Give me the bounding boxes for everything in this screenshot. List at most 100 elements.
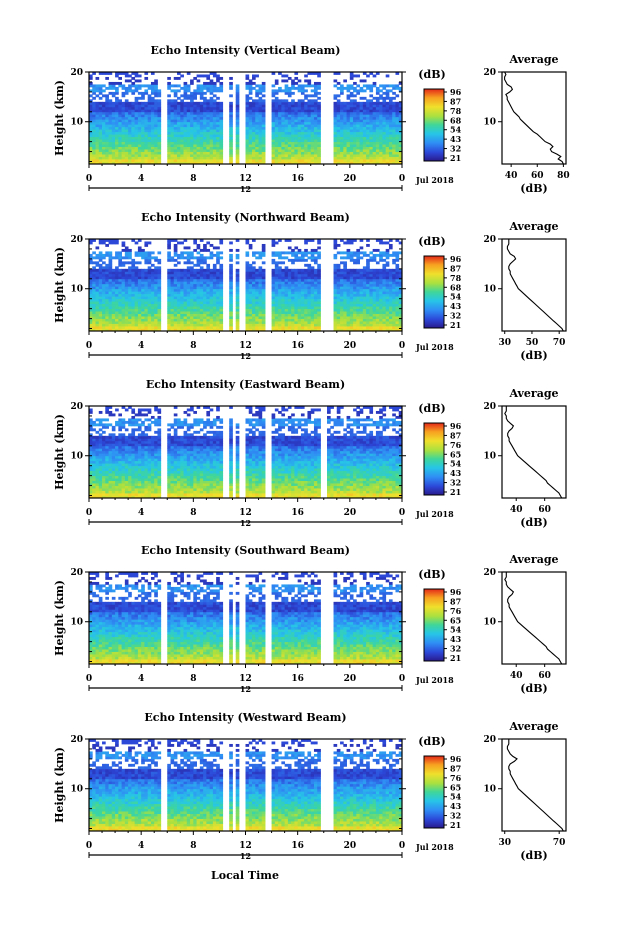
heatmap-cell — [274, 156, 279, 160]
heatmap-cell — [131, 271, 136, 275]
heatmap-cell — [98, 131, 103, 135]
colorbar-unit: (dB) — [418, 68, 445, 81]
heatmap-cell — [229, 301, 233, 305]
heatmap-cell — [216, 303, 220, 307]
heatmap-cell — [141, 296, 145, 300]
heatmap-cell — [369, 144, 374, 147]
heatmap-cell — [89, 326, 93, 329]
heatmap-cell — [209, 273, 214, 277]
heatmap-cell — [173, 99, 178, 103]
heatmap-cell — [398, 141, 403, 145]
heatmap-cell — [209, 104, 214, 108]
heatmap-cell — [359, 86, 364, 90]
heatmap-cell — [366, 306, 370, 310]
heatmap-cell — [98, 119, 103, 123]
heatmap-cell — [212, 86, 217, 90]
heatmap-cell — [353, 268, 357, 272]
heatmap-cell — [258, 161, 263, 165]
heatmap-cell — [124, 156, 129, 160]
heatmap-cell — [95, 296, 100, 300]
heatmap-cell — [111, 273, 116, 277]
heatmap-cell — [307, 136, 312, 140]
heatmap-cell — [284, 136, 289, 140]
heatmap-cell — [379, 241, 383, 245]
heatmap-cell — [356, 316, 361, 319]
heatmap-cell — [258, 276, 263, 280]
heatmap-cell — [375, 296, 380, 300]
heatmap-cell — [212, 124, 217, 128]
heatmap-cell — [98, 126, 103, 130]
heatmap-cell — [313, 129, 318, 133]
heatmap-cell — [297, 131, 302, 135]
heatmap-cell — [193, 111, 197, 115]
heatmap-cell — [271, 311, 276, 314]
heatmap-cell — [395, 72, 400, 75]
heatmap-cell — [317, 84, 321, 88]
heatmap-cell — [144, 286, 149, 290]
heatmap-cell — [105, 149, 109, 152]
heatmap-cell — [359, 326, 364, 329]
heatmap-cell — [313, 316, 318, 319]
heatmap-cell — [115, 293, 119, 297]
heatmap-cell — [297, 129, 302, 133]
heatmap-cell — [248, 129, 253, 133]
heatmap-cell — [258, 283, 263, 287]
heatmap-cell — [196, 111, 201, 115]
heatmap-cell — [362, 106, 367, 110]
heatmap-cell — [353, 114, 357, 118]
heatmap-cell — [105, 104, 109, 108]
heatmap-cell — [313, 306, 318, 310]
heatmap-cell — [372, 121, 377, 125]
heatmap-cell — [300, 136, 305, 140]
heatmap-cell — [105, 101, 109, 105]
heatmap-cell — [111, 326, 116, 329]
heatmap-cell — [203, 159, 207, 162]
heatmap-cell — [304, 134, 308, 138]
heatmap-cell — [134, 278, 139, 282]
heatmap-cell — [173, 134, 178, 138]
heatmap-cell — [92, 303, 96, 307]
heatmap-cell — [278, 313, 282, 317]
heatmap-cell — [203, 131, 207, 135]
heatmap-cell — [274, 328, 279, 332]
heatmap-cell — [98, 308, 103, 312]
heatmap-cell — [255, 94, 259, 98]
heatmap-cell — [395, 124, 400, 128]
heatmap-cell — [235, 84, 240, 88]
heatmap-cell — [297, 306, 302, 310]
heatmap-cell — [395, 139, 400, 143]
heatmap-cell — [340, 124, 344, 128]
heatmap-cell — [398, 144, 403, 147]
heatmap-cell — [131, 121, 136, 125]
heatmap-cell — [385, 91, 390, 95]
heatmap-cell — [274, 126, 279, 130]
heatmap-cell — [366, 268, 370, 272]
heatmap-cell — [157, 288, 162, 292]
heatmap-cell — [310, 119, 315, 123]
heatmap-cell — [258, 156, 263, 160]
heatmap-cell — [229, 106, 233, 110]
heatmap-cell — [349, 156, 354, 160]
heatmap — [89, 72, 403, 165]
heatmap-cell — [349, 253, 354, 257]
heatmap-cell — [193, 161, 197, 165]
heatmap-cell — [297, 99, 302, 103]
heatmap-cell — [124, 99, 129, 103]
heatmap-cell — [261, 119, 266, 123]
heatmap-cell — [398, 159, 403, 162]
heatmap-cell — [206, 318, 211, 322]
heatmap-cell — [134, 303, 139, 307]
heatmap-cell — [102, 311, 106, 314]
heatmap-cell — [128, 131, 132, 135]
heatmap-cell — [134, 281, 139, 285]
heatmap-cell — [203, 291, 207, 295]
heatmap-cell — [362, 318, 367, 322]
heatmap-cell — [300, 91, 305, 95]
heatmap-cell — [219, 318, 224, 322]
heatmap-cell — [157, 308, 162, 312]
heatmap-cell — [102, 301, 106, 305]
heatmap-cell — [258, 114, 263, 118]
heatmap-cell — [258, 323, 263, 327]
heatmap-cell — [128, 104, 132, 108]
heatmap-cell — [216, 316, 220, 319]
